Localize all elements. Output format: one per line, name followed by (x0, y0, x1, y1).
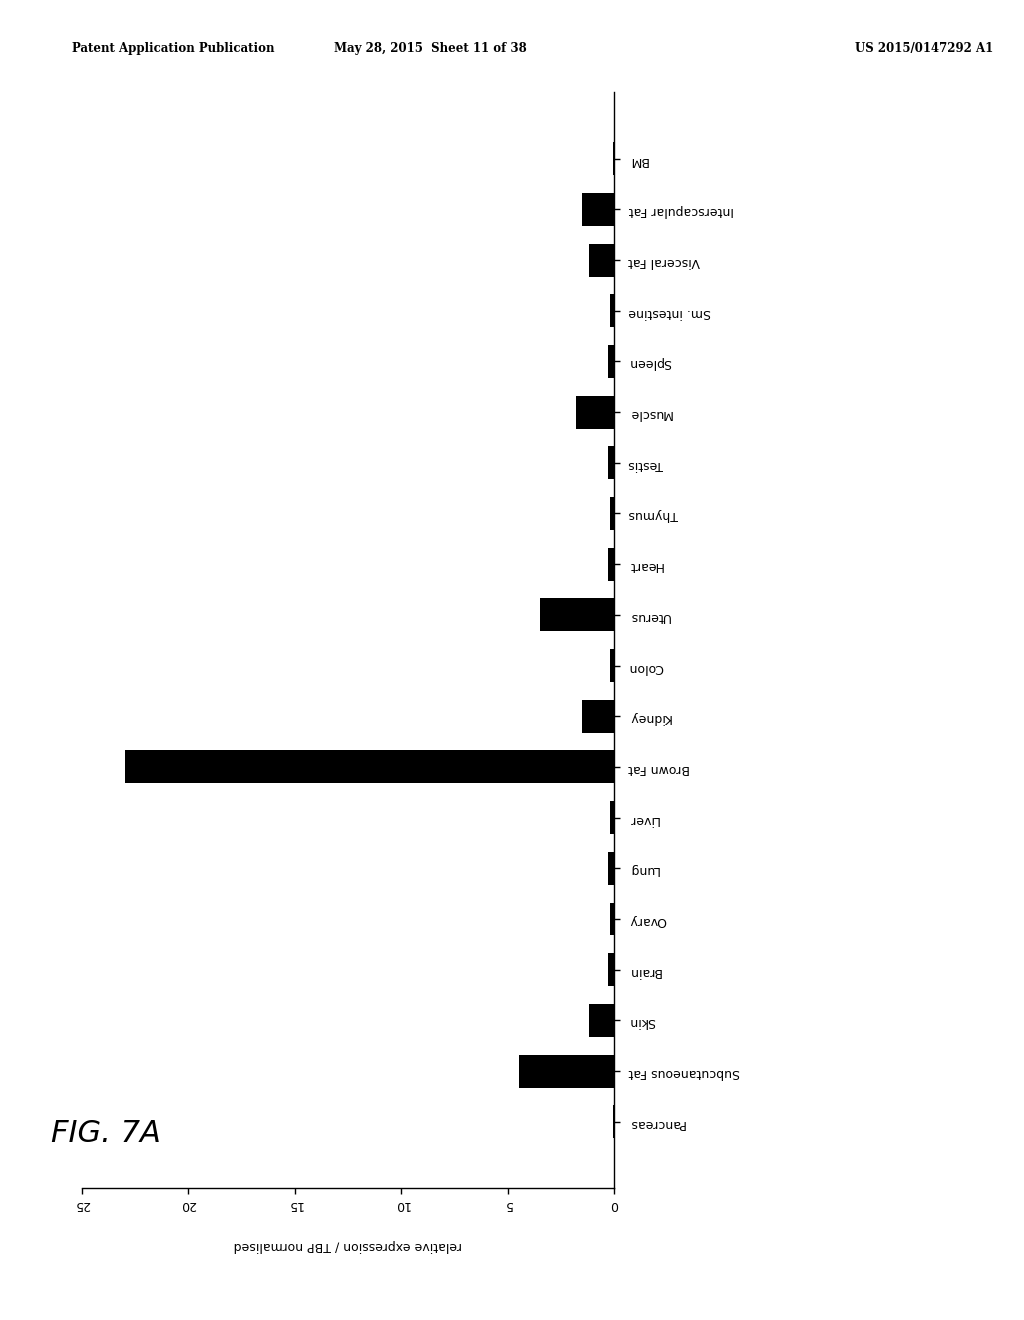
Bar (610, 649, 614, 682)
Bar (589, 1005, 614, 1036)
Bar (610, 903, 614, 936)
Bar (577, 396, 614, 429)
Text: US 2015/0147292 A1: US 2015/0147292 A1 (855, 42, 993, 55)
Bar (583, 193, 614, 226)
Bar (583, 700, 614, 733)
Bar (613, 143, 614, 176)
Bar (589, 244, 614, 276)
Bar (613, 1105, 614, 1138)
Bar (518, 1055, 614, 1088)
Bar (608, 851, 614, 884)
Bar (610, 498, 614, 529)
Bar (540, 598, 614, 631)
Bar (610, 294, 614, 327)
Text: Patent Application Publication: Patent Application Publication (72, 42, 274, 55)
Bar (608, 953, 614, 986)
Bar (608, 446, 614, 479)
Bar (610, 801, 614, 834)
Text: FIG. 7A: FIG. 7A (51, 1119, 161, 1148)
Text: May 28, 2015  Sheet 11 of 38: May 28, 2015 Sheet 11 of 38 (334, 42, 526, 55)
Bar (608, 548, 614, 581)
Bar (125, 751, 614, 783)
Bar (608, 345, 614, 378)
X-axis label: relative expression / TBP normalised: relative expression / TBP normalised (233, 1239, 463, 1253)
